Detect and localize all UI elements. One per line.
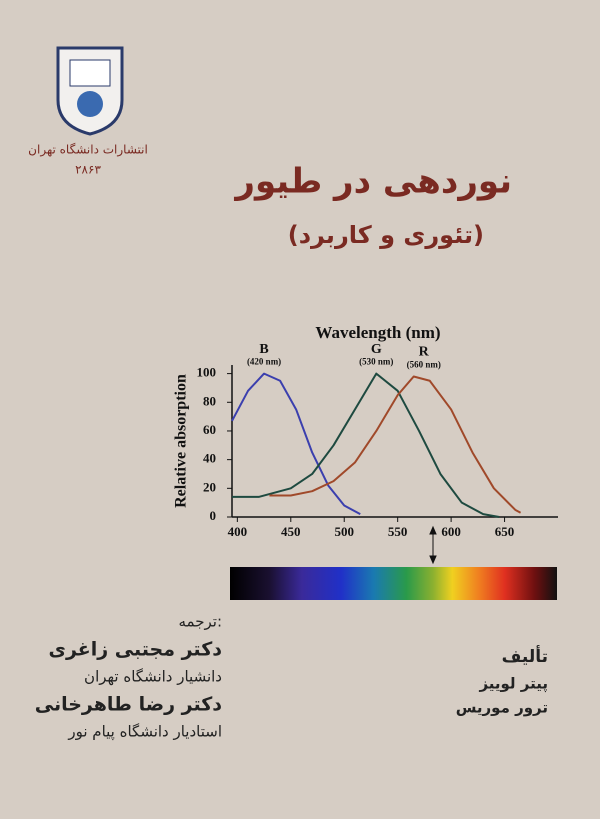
translator-name: دکتر مجتبی زاغری xyxy=(49,639,223,661)
curve xyxy=(269,375,522,514)
series-name: R xyxy=(419,345,430,360)
y-tick-label: 60 xyxy=(203,422,216,437)
peak-label: (560 nm) xyxy=(407,360,441,370)
peak-label: (530 nm) xyxy=(359,357,393,367)
author-name: ترور موریس xyxy=(456,699,548,717)
y-axis-label: Relative absorption xyxy=(173,374,190,508)
title: نوردهی در طیور xyxy=(233,162,512,202)
publisher-name: انتشارات دانشگاه تهران xyxy=(28,143,148,158)
y-tick-label: 80 xyxy=(203,393,216,408)
logo xyxy=(56,46,124,136)
x-tick-label: 600 xyxy=(441,524,461,539)
chart-title: Wavelength (nm) xyxy=(315,323,440,342)
x-tick-label: 450 xyxy=(281,524,301,539)
peak-label: (420 nm) xyxy=(247,357,281,367)
subtitle: (تئوری و کاربرد) xyxy=(288,221,484,249)
spectrum xyxy=(230,567,557,600)
author-name: پیتر لوییز xyxy=(478,675,548,694)
y-tick-label: 0 xyxy=(210,508,217,523)
y-tick-label: 100 xyxy=(197,365,217,380)
curve xyxy=(232,372,500,518)
publisher-number: ۲۸۶۳ xyxy=(75,163,101,177)
translators-heading: ترجمه: xyxy=(179,613,223,631)
x-tick-label: 400 xyxy=(228,524,248,539)
series-name: B xyxy=(259,342,268,357)
x-tick-label: 500 xyxy=(334,524,354,539)
translator-role: دانشیار دانشگاه تهران xyxy=(84,668,222,686)
curve xyxy=(231,372,361,516)
y-tick-label: 40 xyxy=(203,451,216,466)
translator-role: استادیار دانشگاه پیام نور xyxy=(67,723,222,742)
arrow xyxy=(429,525,437,565)
x-tick-label: 650 xyxy=(495,524,515,539)
translator-name: دکتر رضا طاهرخانی xyxy=(35,694,222,716)
chart: Wavelength (nm) Relative absorption 0 20 40 6… xyxy=(173,323,558,539)
y-tick-label: 20 xyxy=(203,479,216,494)
series-name: G xyxy=(371,342,382,357)
x-tick-label: 550 xyxy=(388,524,408,539)
authors-heading: تألیف xyxy=(502,645,548,667)
